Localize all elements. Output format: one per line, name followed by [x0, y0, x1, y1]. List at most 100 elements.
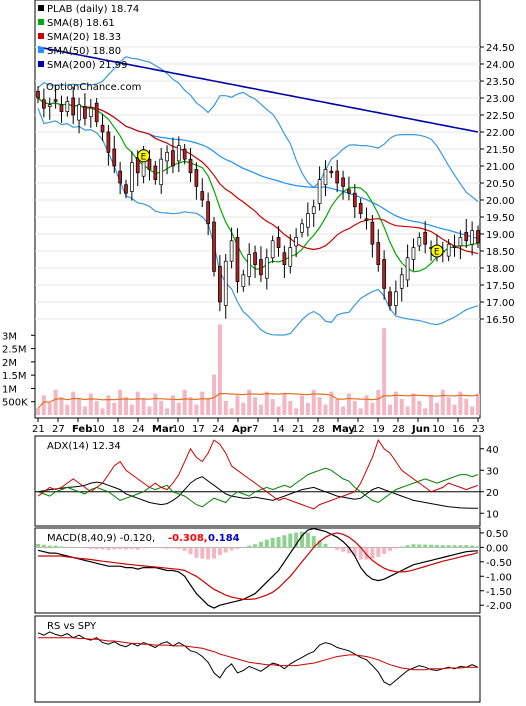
candle-body: [306, 213, 310, 228]
candle-body: [452, 245, 457, 248]
macd-histogram-bar: [200, 547, 205, 559]
volume-bar: [282, 393, 287, 415]
macd-histogram-bar: [358, 547, 363, 560]
macd-histogram-bar: [212, 547, 216, 559]
volume-bar: [476, 393, 480, 415]
macd-histogram-bar: [388, 547, 392, 551]
candlesticks: [36, 86, 480, 319]
volume-bar: [241, 402, 246, 415]
volume-bar: [206, 399, 211, 415]
price-y-tick-label: 18.50: [486, 247, 515, 258]
macd-histogram-bar: [47, 545, 52, 548]
candle-body: [206, 201, 210, 225]
macd-histogram-bar: [141, 547, 146, 549]
volume-bar: [358, 408, 363, 415]
macd-histogram-bar: [446, 545, 451, 548]
macd-histogram-bar: [417, 544, 422, 548]
volume-bar: [317, 397, 322, 415]
volume-bar: [141, 399, 146, 415]
macd-panel-frame: [34, 527, 481, 614]
volume-bar: [153, 393, 158, 415]
date-tick-label: 10: [92, 424, 105, 435]
candle-body: [47, 104, 52, 107]
candle-body: [382, 259, 386, 289]
candle-body: [347, 189, 351, 194]
adx-series-line: [37, 438, 479, 510]
macd-histogram-bar: [335, 547, 340, 550]
macd-histogram-bar: [300, 531, 304, 548]
candle-body: [171, 150, 175, 167]
volume-bar: [165, 408, 170, 415]
price-y-tick-label: 19.00: [486, 230, 515, 241]
date-tick-label: May: [332, 424, 355, 435]
adx-y-tick-label: 30: [486, 466, 499, 477]
volume-bar: [417, 400, 422, 415]
volume-bar: [229, 408, 234, 415]
candle-body: [153, 165, 158, 180]
macd-histogram-bar: [470, 545, 475, 548]
date-tick-label: 7: [252, 424, 258, 435]
date-tick-label: 12: [352, 424, 365, 435]
volume-bar: [135, 391, 140, 415]
macd-histogram-bar: [434, 544, 439, 548]
volume-bar: [346, 393, 351, 415]
macd-histogram-bar: [270, 537, 275, 548]
macd-histogram-bar: [317, 540, 322, 548]
adx-series-line: [37, 476, 479, 509]
macd-histogram-bar: [223, 547, 228, 553]
candle-body: [470, 230, 474, 245]
macd-label: MACD(8,40,9) -0.120,: [47, 533, 155, 544]
date-tick-label: Apr: [232, 424, 252, 435]
candle-body: [376, 242, 381, 265]
volume-y-axis: 3M 2.5M 2M 1.5M 1M 500K: [2, 331, 35, 409]
volume-bar: [335, 399, 340, 415]
macd-y-tick-label: -1.50: [486, 587, 512, 598]
adx-y-tick-label: 10: [486, 509, 499, 520]
volume-bar: [429, 395, 434, 415]
candle-body: [317, 179, 322, 204]
earnings-marker-label: E: [434, 248, 440, 258]
adx-label: ADX(14) 12.34: [47, 441, 121, 452]
macd-histogram-bar: [118, 547, 123, 550]
candle-body: [294, 237, 298, 247]
earnings-marker: [430, 244, 444, 258]
volume-bar: [300, 395, 304, 415]
candle-body: [264, 257, 269, 279]
volume-bar: [411, 393, 416, 415]
macd-histogram-bar: [399, 546, 404, 548]
macd-hist-label: -0.308,: [168, 533, 208, 544]
legend-label: SMA(50) 18.80: [47, 46, 121, 57]
date-tick-label: Jun: [411, 424, 430, 435]
earnings-marker-label: E: [141, 152, 147, 162]
macd-histogram-bar: [288, 533, 293, 548]
candle-body: [464, 231, 469, 242]
volume-bar: [170, 395, 175, 415]
macd-histogram-bar: [124, 547, 128, 550]
candle-body: [370, 221, 375, 245]
candle-body: [458, 237, 463, 247]
macd-histogram-bar: [370, 547, 375, 559]
volume-bar: [47, 402, 52, 415]
volume-bar: [147, 406, 152, 415]
volume-bar: [370, 402, 375, 415]
candle-body: [77, 104, 81, 121]
candle-body: [394, 291, 398, 306]
candle-body: [42, 99, 46, 109]
volume-bar: [341, 406, 346, 415]
sma8-line: [37, 97, 479, 273]
macd-histogram-bar: [188, 547, 193, 555]
volume-bar: [305, 402, 310, 415]
candle-body: [235, 237, 240, 282]
price-y-tick-label: 24.00: [486, 60, 515, 71]
volume-bar: [88, 393, 93, 415]
volume-bar: [41, 395, 46, 415]
price-y-tick-label: 21.00: [486, 162, 515, 173]
date-tick-label: 10: [172, 424, 185, 435]
rs-panel: RS vs SPY: [37, 621, 479, 686]
price-y-tick-label: 17.00: [486, 298, 515, 309]
macd-histogram-bar: [247, 545, 252, 548]
price-y-tick-label: 20.50: [486, 179, 515, 190]
volume-bar: [176, 402, 181, 415]
macd-histogram-bar: [59, 546, 64, 548]
